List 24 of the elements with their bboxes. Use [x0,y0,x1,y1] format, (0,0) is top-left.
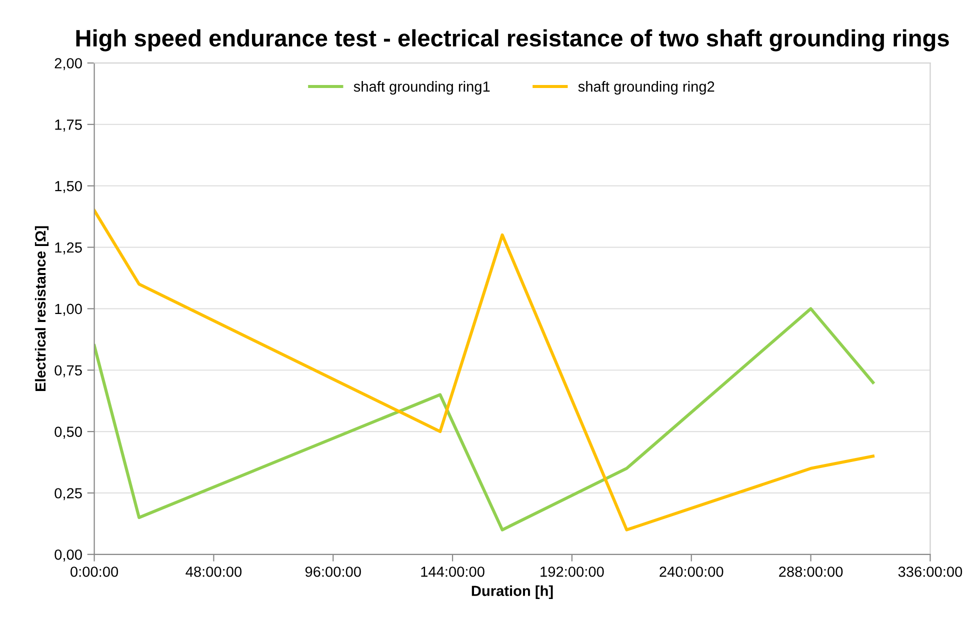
x-tick-label: 288:00:00 [779,566,843,577]
y-tick-label: 1,25 [55,242,82,254]
x-tick-label: 336:00:00 [898,566,962,577]
chart-title: High speed endurance test - electrical resistance of two shaft grounding rings [76,29,949,52]
y-tick-label: 2,00 [54,58,82,70]
x-tick-label: 144:00:00 [421,566,484,577]
y-tick-label: 1,75 [55,120,82,132]
x-axis-title: Duration [h] [472,585,553,599]
legend-label: shaft grounding ring2 [578,81,714,95]
x-tick-label: 192:00:00 [540,566,604,577]
x-tick-label: 48:00:00 [186,566,242,577]
x-tick-label: 0:00:00 [70,566,118,577]
y-tick-label: 0,00 [54,550,82,562]
x-tick-label: 240:00:00 [660,566,724,577]
x-tick-label: 96:00:00 [305,566,361,577]
y-tick-label: 1,00 [55,304,82,316]
y-tick-label: 0,25 [54,488,82,500]
y-tick-label: 0,75 [54,365,82,378]
y-tick-label: 1,50 [55,180,82,193]
line-series [94,208,875,532]
line-series [94,307,875,532]
y-tick-label: 0,50 [54,426,82,439]
legend-label: shaft grounding ring1 [354,81,490,95]
y-axis-title: Electrical resistance [Ω] [34,226,49,391]
